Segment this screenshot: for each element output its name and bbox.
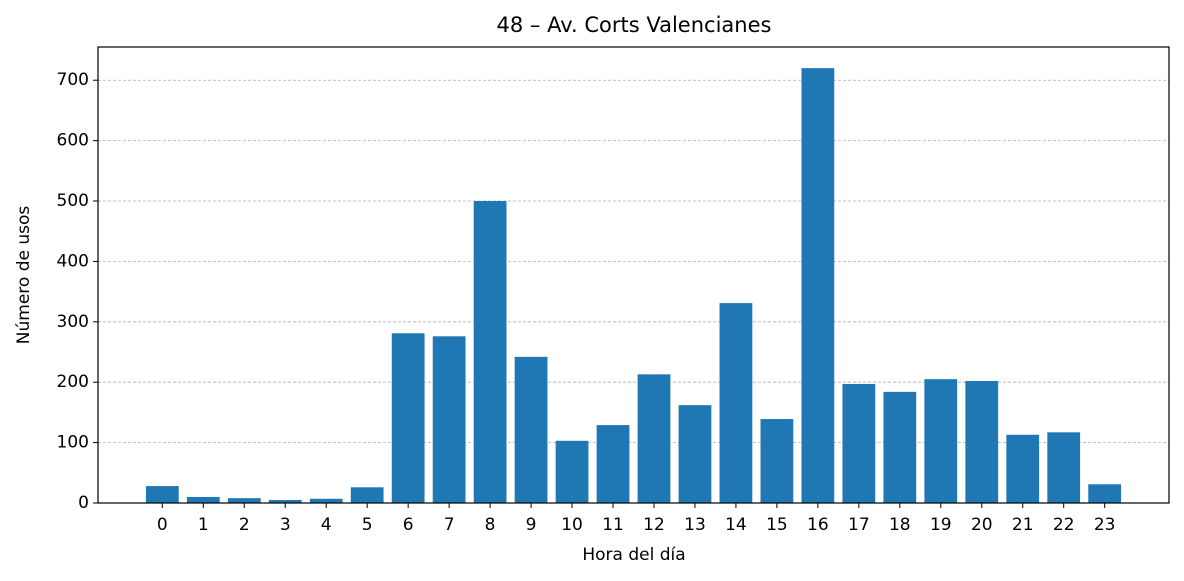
y-tick-label: 700 [57, 70, 89, 90]
y-tick-label: 500 [57, 191, 89, 211]
x-tick-label: 3 [280, 515, 291, 535]
x-tick-label: 17 [848, 515, 870, 535]
x-tick-label: 19 [930, 515, 952, 535]
bar [145, 486, 179, 503]
bar [760, 419, 794, 503]
bar [842, 384, 876, 503]
x-tick-label: 14 [725, 515, 747, 535]
x-tick-label: 13 [684, 515, 706, 535]
bar [432, 336, 466, 503]
x-tick-label: 1 [198, 515, 209, 535]
y-tick-label: 300 [57, 312, 89, 332]
x-tick-label: 16 [807, 515, 829, 535]
bar [1047, 432, 1081, 503]
x-tick-label: 5 [362, 515, 373, 535]
bar [965, 380, 999, 503]
x-tick-label: 2 [239, 515, 250, 535]
bar [268, 499, 302, 503]
y-tick-label: 0 [78, 493, 89, 513]
bar [801, 68, 835, 504]
bar [350, 487, 384, 503]
x-tick-label: 18 [889, 515, 911, 535]
x-tick-label: 20 [971, 515, 993, 535]
x-tick-label: 8 [485, 515, 496, 535]
bar [678, 405, 712, 503]
bar [514, 356, 548, 503]
x-tick-label: 6 [403, 515, 414, 535]
bar [473, 201, 507, 503]
x-tick-label: 22 [1053, 515, 1075, 535]
x-tick-label: 9 [526, 515, 537, 535]
bar [309, 498, 343, 503]
bar [555, 440, 589, 503]
y-tick-label: 600 [57, 131, 89, 151]
y-tick-label: 400 [57, 251, 89, 271]
x-tick-label: 21 [1012, 515, 1034, 535]
bar [186, 496, 220, 503]
x-tick-label: 0 [157, 515, 168, 535]
chart-title: 48 – Av. Corts Valencianes [497, 13, 772, 37]
bar [391, 333, 425, 503]
bar [719, 303, 753, 503]
y-axis-label: Número de usos [14, 206, 34, 345]
bar [596, 425, 630, 503]
bar [883, 391, 917, 503]
bar [924, 379, 958, 503]
bar [637, 374, 671, 503]
x-tick-label: 10 [561, 515, 583, 535]
y-tick-label: 200 [57, 372, 89, 392]
x-tick-label: 4 [321, 515, 332, 535]
x-tick-label: 11 [602, 515, 624, 535]
axes-frame [97, 46, 1170, 504]
x-tick-label: 12 [643, 515, 665, 535]
bar [1088, 484, 1122, 503]
x-axis-label: Hora del día [582, 545, 685, 565]
x-tick-label: 7 [444, 515, 455, 535]
y-tick-label: 100 [57, 433, 89, 453]
bar [1006, 434, 1040, 503]
bar [227, 498, 261, 503]
x-tick-label: 23 [1094, 515, 1116, 535]
x-tick-label: 15 [766, 515, 788, 535]
